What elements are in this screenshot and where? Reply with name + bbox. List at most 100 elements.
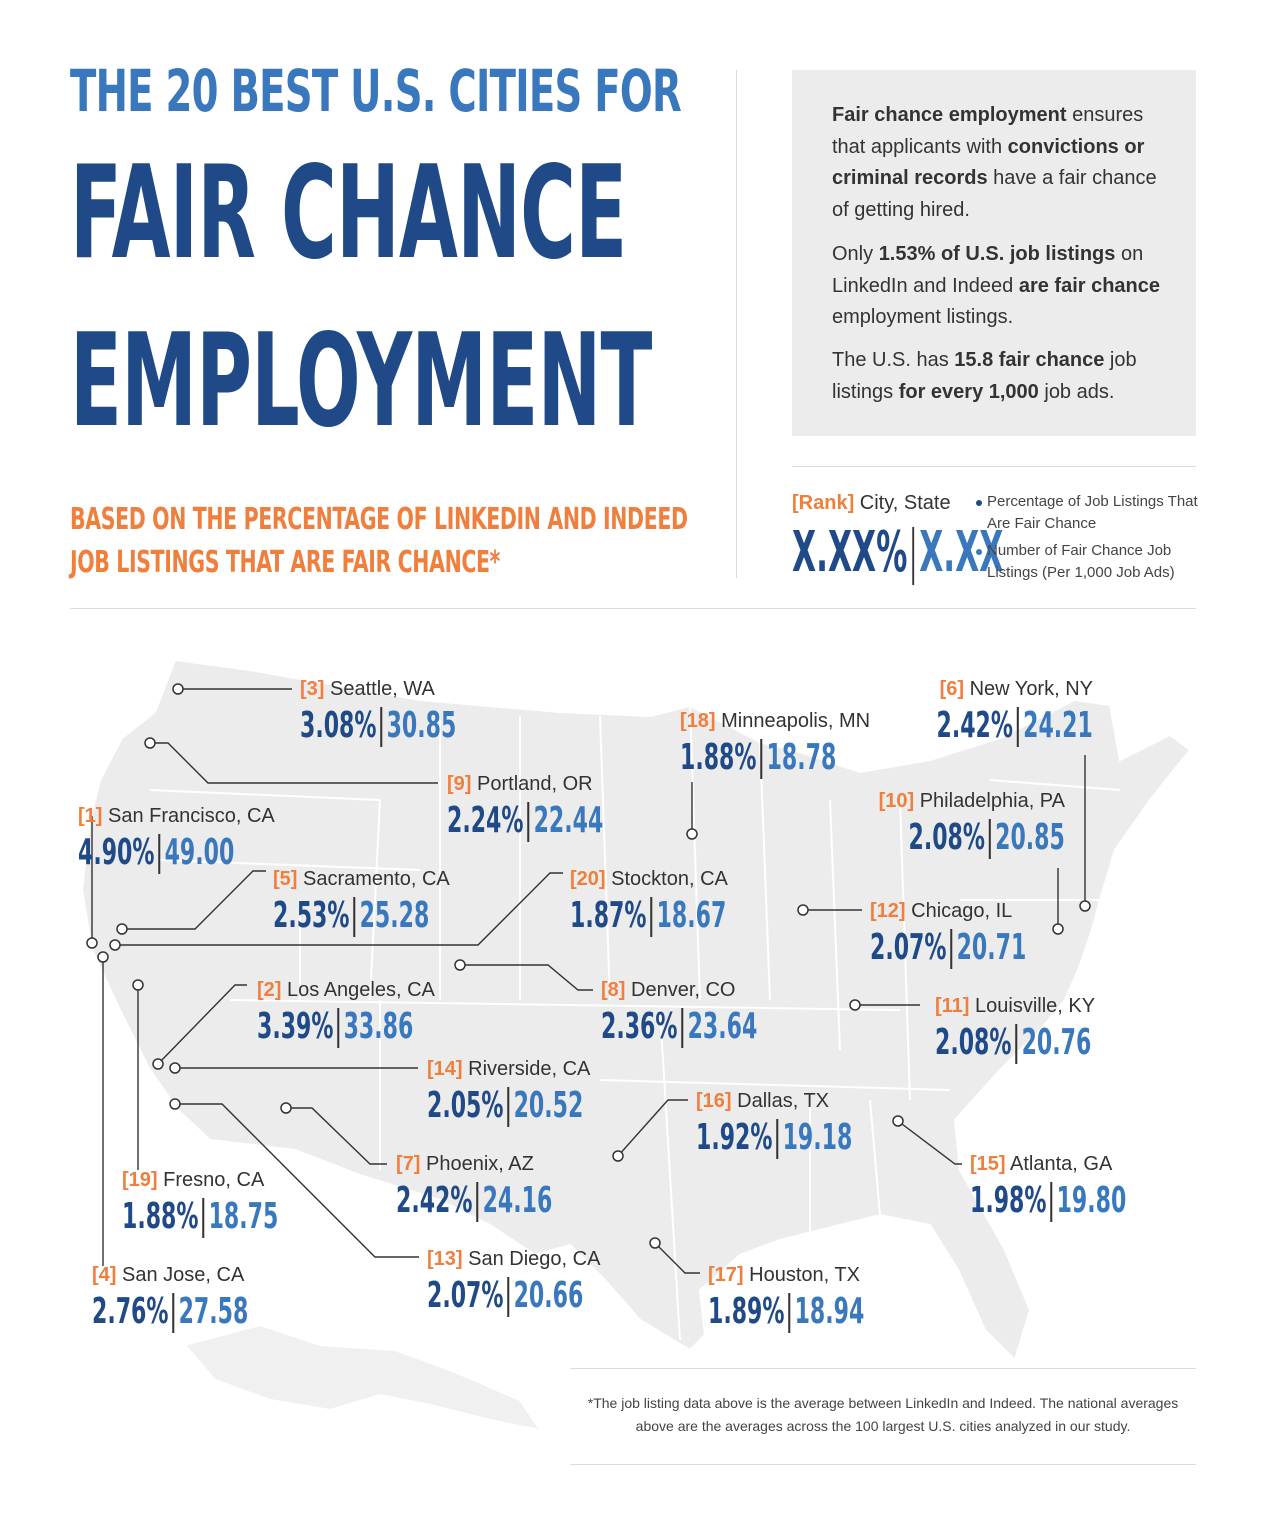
city-values: 2.53% 25.28 bbox=[273, 897, 429, 937]
info-text-segment: ensures that applicants with bbox=[832, 104, 1144, 158]
atlanta-marker-icon bbox=[892, 1115, 904, 1127]
city-num: 22.44 bbox=[533, 800, 604, 841]
city-values: 1.88% 18.78 bbox=[680, 739, 836, 779]
legend-separator bbox=[912, 526, 915, 585]
city-name: [15] Atlanta, GA bbox=[970, 1152, 1200, 1176]
footnote: *The job listing data above is the avera… bbox=[587, 1395, 1179, 1434]
info-text-segment: Only bbox=[832, 243, 879, 265]
city-pct: 2.07% bbox=[870, 927, 947, 968]
city-values: 3.08% 30.85 bbox=[300, 707, 456, 747]
phoenix-marker-icon bbox=[280, 1102, 292, 1114]
city-state: Phoenix, AZ bbox=[420, 1153, 534, 1175]
city-pct: 2.08% bbox=[935, 1022, 1012, 1063]
city-state: Chicago, IL bbox=[905, 900, 1013, 922]
city-state: New York, NY bbox=[964, 678, 1093, 700]
city-name: [20] Stockton, CA bbox=[570, 867, 800, 891]
city-state: San Francisco, CA bbox=[102, 805, 275, 827]
city-pct: 1.88% bbox=[122, 1196, 199, 1237]
city-pct: 2.08% bbox=[908, 817, 986, 858]
city-name: [8] Denver, CO bbox=[601, 978, 831, 1002]
denver-marker-icon bbox=[454, 959, 466, 971]
city-values: 4.90% 49.00 bbox=[78, 834, 234, 874]
city-state: Denver, CO bbox=[625, 979, 736, 1001]
city-num: 25.28 bbox=[359, 895, 430, 936]
city-num: 20.66 bbox=[513, 1275, 584, 1316]
legend-item-pct-text: Percentage of Job Listings That Are Fair… bbox=[987, 493, 1198, 532]
city-rank: [15] bbox=[970, 1153, 1006, 1175]
title-line-3: EMPLOYMENT bbox=[70, 307, 652, 456]
info-paragraph-3: The U.S. has 15.8 fair chance job listin… bbox=[832, 345, 1172, 408]
san-diego-marker-icon bbox=[169, 1098, 181, 1110]
value-separator bbox=[158, 834, 161, 874]
los-angeles-marker-icon bbox=[152, 1058, 164, 1070]
city-name: [18] Minneapolis, MN bbox=[680, 709, 910, 733]
city-label-portland: [9] Portland, OR 2.24% 22.44 bbox=[447, 772, 677, 842]
info-text-segment: for every 1,000 bbox=[898, 380, 1039, 403]
city-values: 2.08% 20.76 bbox=[935, 1024, 1091, 1064]
city-rank: [19] bbox=[122, 1169, 158, 1191]
city-label-san-francisco: [1] San Francisco, CA 4.90% 49.00 bbox=[78, 804, 308, 874]
connector-lines bbox=[91, 688, 1086, 1274]
city-values: 2.07% 20.66 bbox=[427, 1277, 583, 1317]
value-separator bbox=[950, 929, 953, 969]
dark-dot-icon bbox=[976, 500, 982, 506]
us-map-shape bbox=[80, 658, 1192, 1432]
louisville-marker-icon bbox=[849, 999, 861, 1011]
city-label-atlanta: [15] Atlanta, GA 1.98% 19.80 bbox=[970, 1152, 1200, 1222]
value-separator bbox=[776, 1119, 779, 1159]
city-rank: [11] bbox=[935, 995, 970, 1017]
city-name: [9] Portland, OR bbox=[447, 772, 677, 796]
city-label-sacramento: [5] Sacramento, CA 2.53% 25.28 bbox=[273, 867, 503, 937]
city-num: 18.67 bbox=[656, 895, 727, 936]
city-name: [16] Dallas, TX bbox=[696, 1089, 926, 1113]
city-pct: 1.87% bbox=[570, 895, 647, 936]
city-pct: 2.36% bbox=[601, 1006, 678, 1047]
city-state: Louisville, KY bbox=[969, 995, 1096, 1017]
city-state: Atlanta, GA bbox=[1005, 1153, 1113, 1175]
info-text-segment: are fair chance bbox=[1018, 274, 1161, 297]
minneapolis-marker-icon bbox=[686, 828, 698, 840]
city-name: [4] San Jose, CA bbox=[92, 1263, 322, 1287]
info-text-segment: The U.S. has bbox=[832, 349, 955, 371]
city-state: Minneapolis, MN bbox=[715, 710, 871, 732]
info-paragraph-2: Only 1.53% of U.S. job listings on Linke… bbox=[832, 239, 1172, 334]
city-markers bbox=[86, 683, 1091, 1249]
city-pct: 3.08% bbox=[300, 705, 377, 746]
city-values: 2.76% 27.58 bbox=[92, 1293, 248, 1333]
info-text-segment: Fair chance employment bbox=[832, 104, 1067, 126]
footnote-top-divider bbox=[570, 1368, 1196, 1369]
city-values: 2.07% 20.71 bbox=[870, 929, 1026, 969]
city-rank: [8] bbox=[601, 979, 626, 1001]
san-jose-marker-icon bbox=[97, 951, 109, 963]
san-francisco-marker-icon bbox=[86, 937, 98, 949]
city-label-los-angeles: [2] Los Angeles, CA 3.39% 33.86 bbox=[257, 978, 487, 1048]
city-num: 19.18 bbox=[782, 1117, 853, 1158]
city-pct: 2.07% bbox=[427, 1275, 504, 1316]
city-state: Stockton, CA bbox=[605, 868, 728, 890]
city-state: Portland, OR bbox=[471, 773, 593, 795]
sacramento-marker-icon bbox=[116, 923, 128, 935]
value-separator bbox=[681, 1008, 684, 1048]
city-num: 18.78 bbox=[766, 737, 837, 778]
city-rank: [18] bbox=[680, 710, 716, 732]
info-box: Fair chance employment ensures that appl… bbox=[792, 70, 1196, 436]
info-text-segment: 15.8 fair chance bbox=[954, 349, 1105, 371]
city-pct: 1.88% bbox=[680, 737, 757, 778]
city-label-riverside: [14] Riverside, CA 2.05% 20.52 bbox=[427, 1057, 657, 1127]
philadelphia-marker-icon bbox=[1052, 923, 1064, 935]
value-separator bbox=[507, 1277, 510, 1317]
city-num: 27.58 bbox=[178, 1291, 249, 1332]
city-pct: 4.90% bbox=[78, 832, 155, 873]
city-state: Riverside, CA bbox=[462, 1058, 591, 1080]
city-pct: 3.39% bbox=[257, 1006, 334, 1047]
city-rank: [2] bbox=[257, 979, 282, 1001]
city-values: 2.08% 20.85 bbox=[909, 819, 1065, 859]
new-york-marker-icon bbox=[1079, 900, 1091, 912]
city-label-fresno: [19] Fresno, CA 1.88% 18.75 bbox=[122, 1168, 352, 1238]
value-separator bbox=[788, 1293, 791, 1333]
houston-marker-icon bbox=[649, 1237, 661, 1249]
value-separator bbox=[1015, 1024, 1018, 1064]
city-label-stockton: [20] Stockton, CA 1.87% 18.67 bbox=[570, 867, 800, 937]
city-rank: [20] bbox=[570, 868, 606, 890]
